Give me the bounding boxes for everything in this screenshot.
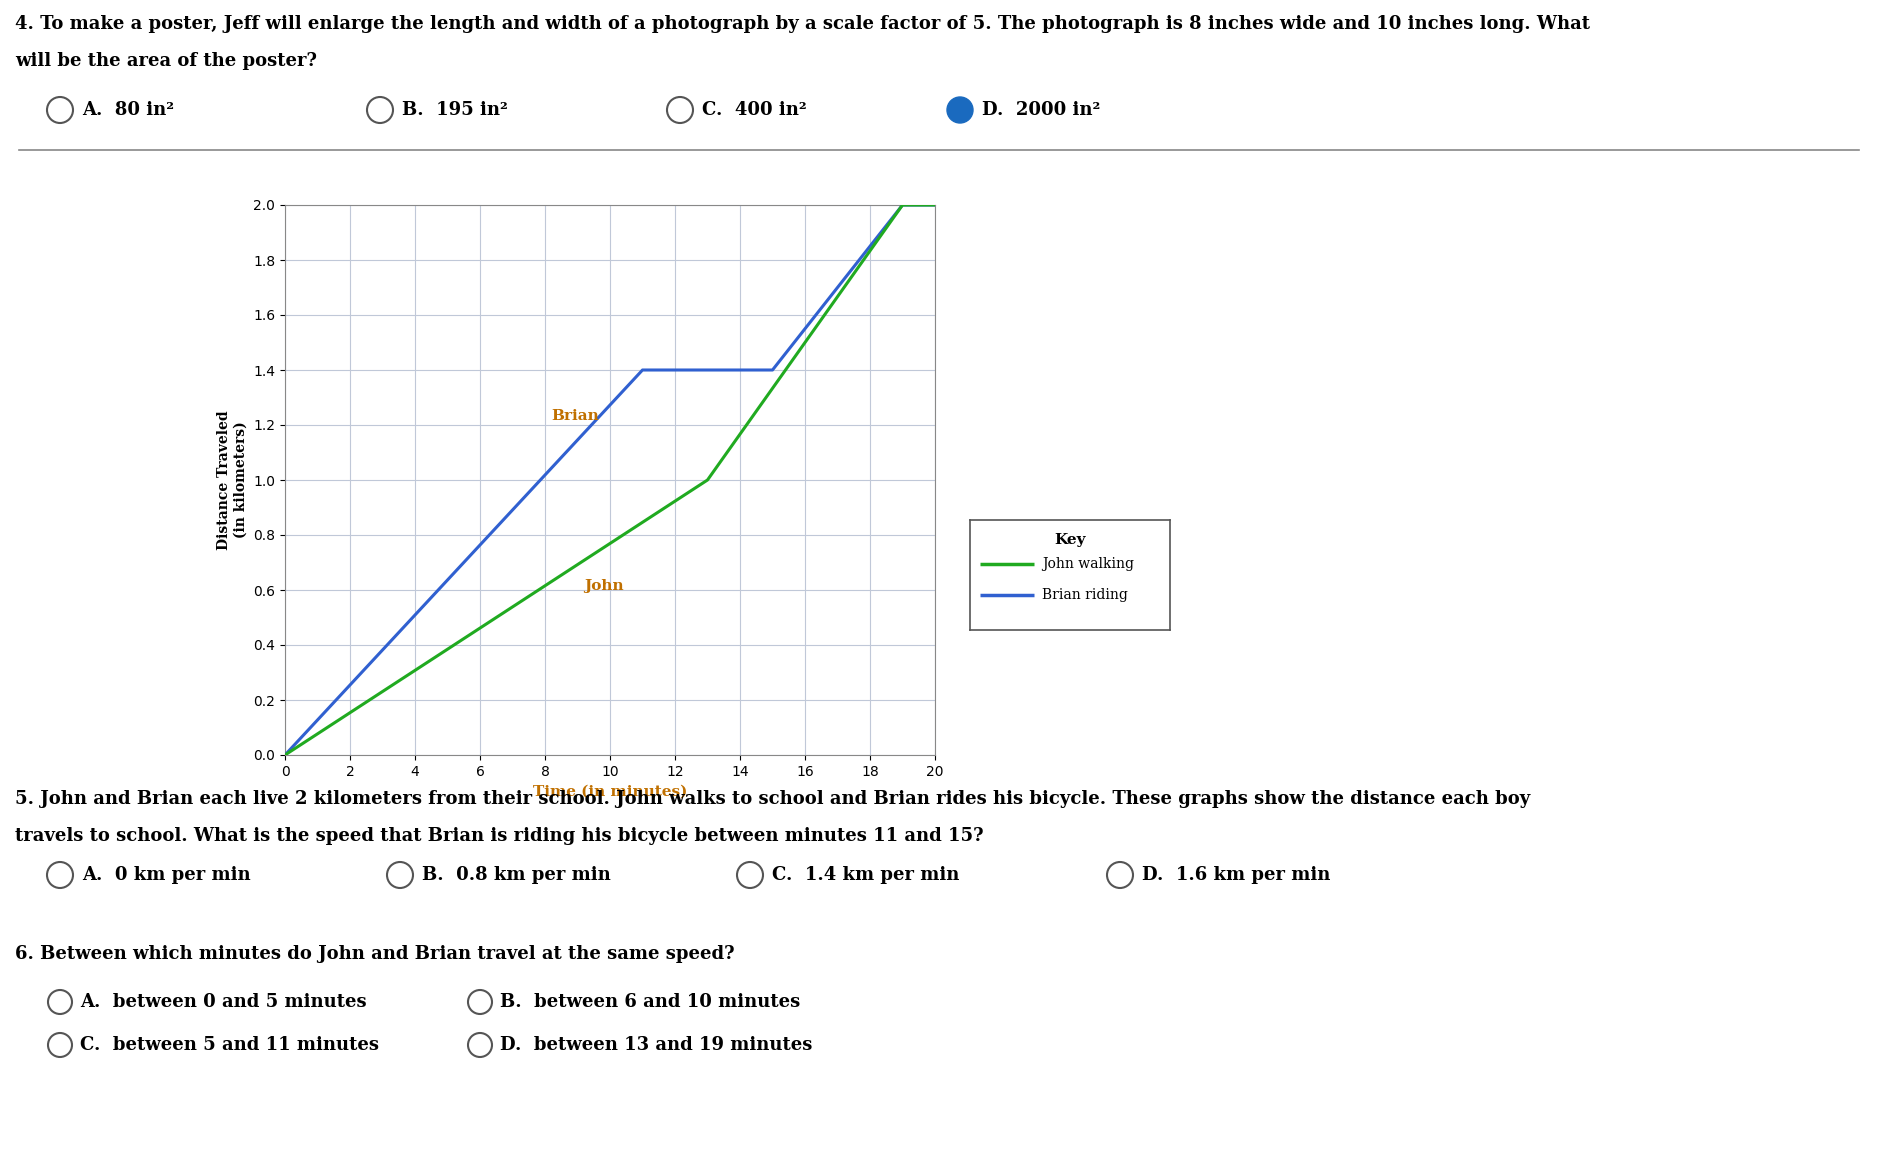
Text: A.  0 km per min: A. 0 km per min bbox=[83, 867, 250, 884]
Text: A.  80 in²: A. 80 in² bbox=[83, 101, 175, 119]
Text: 5. John and Brian each live 2 kilometers from their school. John walks to school: 5. John and Brian each live 2 kilometers… bbox=[15, 790, 1531, 809]
Text: C.  between 5 and 11 minutes: C. between 5 and 11 minutes bbox=[81, 1036, 379, 1054]
Text: 6. Between which minutes do John and Brian travel at the same speed?: 6. Between which minutes do John and Bri… bbox=[15, 945, 734, 963]
Text: B.  between 6 and 10 minutes: B. between 6 and 10 minutes bbox=[500, 993, 800, 1012]
Text: will be the area of the poster?: will be the area of the poster? bbox=[15, 52, 317, 70]
X-axis label: Time (in minutes): Time (in minutes) bbox=[533, 784, 687, 798]
Y-axis label: Distance Traveled
(in kilometers): Distance Traveled (in kilometers) bbox=[218, 411, 248, 550]
Text: C.  1.4 km per min: C. 1.4 km per min bbox=[772, 867, 960, 884]
Text: C.  400 in²: C. 400 in² bbox=[702, 101, 808, 119]
Text: B.  195 in²: B. 195 in² bbox=[402, 101, 507, 119]
Text: D.  between 13 and 19 minutes: D. between 13 and 19 minutes bbox=[500, 1036, 813, 1054]
Text: Key: Key bbox=[1054, 534, 1085, 548]
Text: Brian riding: Brian riding bbox=[1042, 588, 1129, 602]
Text: John: John bbox=[584, 579, 623, 593]
Text: travels to school. What is the speed that Brian is riding his bicycle between mi: travels to school. What is the speed tha… bbox=[15, 827, 984, 844]
Text: John walking: John walking bbox=[1042, 557, 1134, 571]
Text: D.  2000 in²: D. 2000 in² bbox=[982, 101, 1101, 119]
Text: D.  1.6 km per min: D. 1.6 km per min bbox=[1142, 867, 1330, 884]
Text: Brian: Brian bbox=[552, 408, 599, 422]
Text: B.  0.8 km per min: B. 0.8 km per min bbox=[423, 867, 610, 884]
Text: 4. To make a poster, Jeff will enlarge the length and width of a photograph by a: 4. To make a poster, Jeff will enlarge t… bbox=[15, 15, 1591, 32]
Text: A.  between 0 and 5 minutes: A. between 0 and 5 minutes bbox=[81, 993, 366, 1012]
